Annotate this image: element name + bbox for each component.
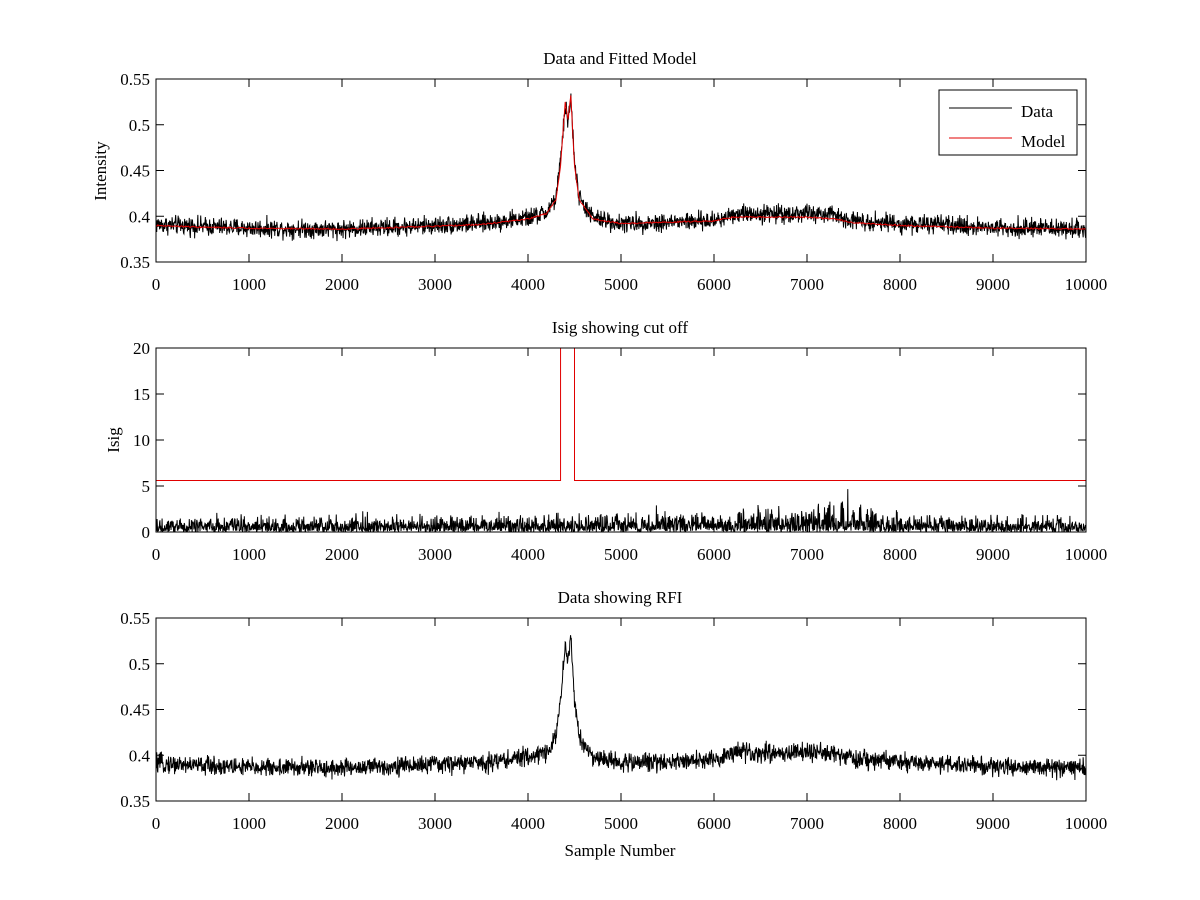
middle-xtick-label: 0 xyxy=(152,545,161,564)
bottom-xtick-label: 8000 xyxy=(883,814,917,833)
bottom-xtick-label: 7000 xyxy=(790,814,824,833)
top-xtick-label: 6000 xyxy=(697,275,731,294)
bottom-ytick-label: 0.4 xyxy=(129,746,151,765)
subplot-bottom: Data showing RFI Sample Number 0 1000 2000… xyxy=(120,588,1107,860)
bottom-xtick-label: 1000 xyxy=(232,814,266,833)
bottom-xtick-label: 2000 xyxy=(325,814,359,833)
middle-series-line-1 xyxy=(156,348,1086,481)
legend-label-data: Data xyxy=(1021,102,1054,121)
middle-ytick-label: 10 xyxy=(133,431,150,450)
middle-xtick-label: 5000 xyxy=(604,545,638,564)
middle-xtick-label: 7000 xyxy=(790,545,824,564)
top-xtick-label: 1000 xyxy=(232,275,266,294)
legend-box xyxy=(938,89,1078,156)
bottom-ytick-label: 0.55 xyxy=(120,609,150,628)
top-ytick-label: 0.35 xyxy=(120,253,150,272)
top-xtick-label: 5000 xyxy=(604,275,638,294)
middle-xtick-label: 10000 xyxy=(1065,545,1108,564)
subplot-bottom-title: Data showing RFI xyxy=(558,588,683,607)
bottom-xtick-label: 0 xyxy=(152,814,161,833)
subplot-middle-plot-area: 0 1000 2000 3000 4000 5000 6000 7000 8000 9000 100… xyxy=(133,339,1107,564)
middle-ytick-label: 0 xyxy=(142,523,151,542)
bottom-series-group xyxy=(156,635,1086,781)
subplot-top-ylabel: Intensity xyxy=(91,141,110,201)
bottom-xtick-label: 10000 xyxy=(1065,814,1108,833)
top-xtick-label: 7000 xyxy=(790,275,824,294)
middle-xtick-label: 3000 xyxy=(418,545,452,564)
top-xtick-label: 3000 xyxy=(418,275,452,294)
top-series-line-data xyxy=(156,93,1086,242)
subplot-middle-title: Isig showing cut off xyxy=(552,318,688,337)
bottom-xtick-label: 6000 xyxy=(697,814,731,833)
bottom-xtick-label: 3000 xyxy=(418,814,452,833)
top-ytick-label: 0.45 xyxy=(120,162,150,181)
bottom-ytick-label: 0.5 xyxy=(129,655,150,674)
legend: Data Model xyxy=(938,89,1078,156)
top-xtick-label: 2000 xyxy=(325,275,359,294)
middle-xtick-label: 8000 xyxy=(883,545,917,564)
top-xtick-label: 4000 xyxy=(511,275,545,294)
subplot-middle: Isig showing cut off Isig 0 1000 2000 3000 4… xyxy=(104,318,1107,564)
top-ytick-label: 0.4 xyxy=(129,207,151,226)
top-xtick-label: 0 xyxy=(152,275,161,294)
bottom-series-line-0 xyxy=(156,635,1086,781)
legend-label-model: Model xyxy=(1021,132,1066,151)
top-ytick-label: 0.55 xyxy=(120,70,150,89)
middle-xtick-label: 9000 xyxy=(976,545,1010,564)
subplot-bottom-xlabel: Sample Number xyxy=(565,841,676,860)
subplot-top: Data and Fitted Model Intensity 0 1000 200… xyxy=(91,49,1107,294)
bottom-ytick-label: 0.45 xyxy=(120,701,150,720)
middle-xtick-label: 4000 xyxy=(511,545,545,564)
bottom-ytick-label: 0.35 xyxy=(120,792,150,811)
middle-xtick-label: 1000 xyxy=(232,545,266,564)
top-series-group xyxy=(156,93,1086,242)
middle-ytick-label: 15 xyxy=(133,385,150,404)
subplot-top-plot-area: 0 1000 2000 3000 4000 5000 6000 7000 8000 9000 100… xyxy=(120,70,1107,294)
top-series-line-model xyxy=(156,95,1086,231)
middle-ytick-label: 5 xyxy=(142,477,151,496)
subplot-bottom-plot-area: 0 1000 2000 3000 4000 5000 6000 7000 8000 9000 100… xyxy=(120,609,1107,833)
bottom-xtick-label: 9000 xyxy=(976,814,1010,833)
middle-xtick-label: 6000 xyxy=(697,545,731,564)
bottom-xtick-label: 5000 xyxy=(604,814,638,833)
top-xtick-label: 8000 xyxy=(883,275,917,294)
subplot-top-title: Data and Fitted Model xyxy=(543,49,697,68)
middle-ytick-label: 20 xyxy=(133,339,150,358)
bottom-xtick-label: 4000 xyxy=(511,814,545,833)
subplot-middle-ylabel: Isig xyxy=(104,427,123,453)
top-ytick-label: 0.5 xyxy=(129,116,150,135)
top-xtick-label: 10000 xyxy=(1065,275,1108,294)
middle-xtick-label: 2000 xyxy=(325,545,359,564)
top-xtick-label: 9000 xyxy=(976,275,1010,294)
